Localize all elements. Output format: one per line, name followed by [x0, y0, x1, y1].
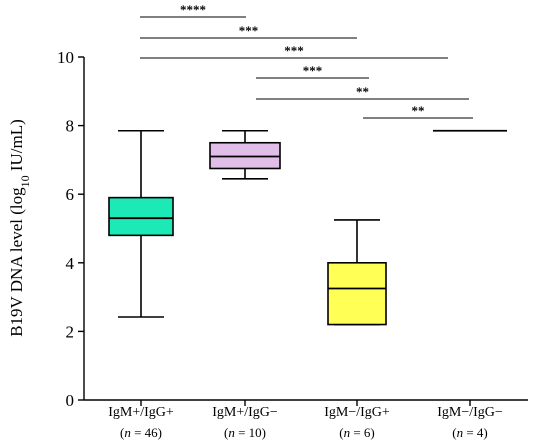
- significance-label: ***: [239, 23, 259, 38]
- y-tick-label: 0: [66, 391, 75, 410]
- x-tick-sample-size: (n = 46): [120, 425, 162, 440]
- sample-size-value: = 10): [235, 425, 266, 440]
- box-group: [108, 129, 507, 326]
- sample-size-open: (: [224, 425, 228, 440]
- y-axis: 0 2 4 6 8 10: [57, 48, 85, 410]
- x-tick-label: IgM+/IgG−: [212, 405, 278, 420]
- y-tick-label: 6: [66, 185, 75, 204]
- significance-label: ****: [180, 2, 206, 17]
- sample-size-open: (: [452, 425, 456, 440]
- x-tick-sample-size: (n = 10): [224, 425, 266, 440]
- x-tick-label: IgM−/IgG−: [437, 405, 503, 420]
- sample-size-open: (: [120, 425, 124, 440]
- significance-label: **: [412, 103, 425, 118]
- box-iqr: [108, 196, 174, 237]
- y-tick-label: 8: [66, 117, 75, 136]
- box-iqr: [327, 261, 387, 326]
- significance-label: **: [356, 84, 369, 99]
- box-3: [327, 219, 387, 326]
- box-1: [108, 129, 174, 318]
- significance-label: ***: [303, 63, 323, 78]
- y-axis-label-subscript: 10: [18, 175, 32, 187]
- box-2: [209, 129, 281, 180]
- comparison-bracket: ****: [140, 2, 246, 18]
- x-tick-label: IgM−/IgG+: [324, 405, 390, 420]
- comparison-bracket: ***: [140, 23, 357, 39]
- x-tick-sample-size: (n = 6): [339, 425, 375, 440]
- y-axis-label-main: B19V DNA level (log: [7, 187, 26, 337]
- sample-size-symbol: n: [457, 425, 464, 440]
- significance-label: ***: [284, 43, 304, 58]
- y-tick-label: 2: [66, 322, 75, 341]
- sample-size-symbol: n: [124, 425, 131, 440]
- y-axis-label: B19V DNA level (log10 IU/mL): [7, 119, 32, 337]
- comparison-bracket: **: [363, 103, 473, 119]
- y-tick-label: 4: [66, 254, 75, 273]
- sample-size-symbol: n: [344, 425, 351, 440]
- comparison-bracket: ***: [256, 63, 369, 79]
- x-tick-sample-size: (n = 4): [452, 425, 488, 440]
- y-axis-label-unit: IU/mL): [7, 119, 26, 175]
- comparison-bracket: ***: [140, 43, 448, 59]
- y-tick-label: 10: [57, 48, 74, 67]
- sample-size-value: = 6): [350, 425, 375, 440]
- sample-size-value: = 46): [131, 425, 162, 440]
- sample-size-open: (: [339, 425, 343, 440]
- sample-size-value: = 4): [463, 425, 488, 440]
- comparison-bracket: **: [256, 84, 469, 100]
- significance-brackets: *****************: [140, 2, 473, 119]
- x-tick-label: IgM+/IgG+: [108, 405, 174, 420]
- x-axis: IgM+/IgG+(n = 46)IgM+/IgG−(n = 10)IgM−/I…: [84, 399, 528, 440]
- sample-size-symbol: n: [228, 425, 235, 440]
